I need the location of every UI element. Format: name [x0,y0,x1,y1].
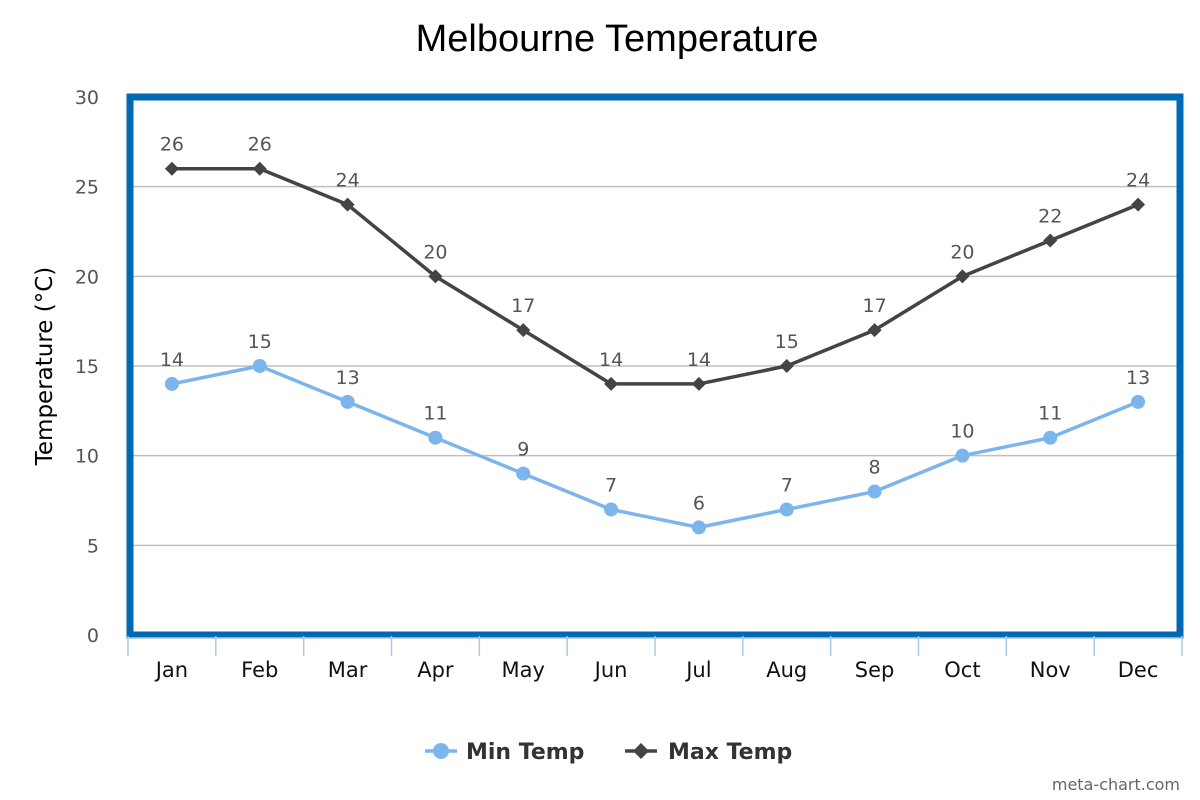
data-label: 24 [1126,170,1150,192]
y-tick-label: 30 [75,87,99,109]
data-label: 20 [423,241,447,263]
data-label: 8 [869,457,881,479]
x-tick-label: Apr [417,658,454,682]
credit-text[interactable]: meta-chart.com [1052,775,1180,794]
y-tick-label: 25 [75,177,99,199]
data-label: 17 [511,295,535,317]
data-point[interactable] [428,430,443,445]
y-axis: 0 5 10 15 20 25 30 [75,87,99,647]
data-label: 13 [335,367,359,389]
series-line [171,166,1139,386]
data-label: 13 [1126,367,1150,389]
data-point[interactable] [164,376,179,391]
data-point[interactable] [604,502,619,517]
y-tick-label: 0 [87,625,99,647]
data-point[interactable] [428,269,443,284]
x-tick-label: Jul [684,658,711,682]
data-point[interactable] [516,466,531,481]
series-max-temp: 26 26 24 20 17 14 14 15 17 20 22 24 [160,134,1150,391]
x-tick-label: Oct [944,658,980,682]
data-point[interactable] [867,484,882,499]
data-label: 14 [687,349,711,371]
x-tick-label: Dec [1118,658,1159,682]
data-label: 14 [160,349,184,371]
x-tick-label: Jun [593,658,628,682]
legend-item-max-temp[interactable]: Max Temp [625,740,792,765]
data-point[interactable] [340,394,355,409]
data-label: 24 [335,170,359,192]
data-point[interactable] [867,323,882,338]
data-point[interactable] [955,269,970,284]
data-point[interactable] [779,359,794,373]
x-tick-label: Mar [328,658,368,682]
series-min-temp: 14 15 13 11 9 7 6 7 8 10 11 13 [160,331,1150,535]
data-point[interactable] [1043,430,1058,445]
y-axis-title: Temperature (°C) [32,267,58,467]
data-label: 6 [693,492,705,514]
legend-marker [433,743,449,759]
data-label: 10 [950,421,974,443]
legend-label: Max Temp [668,740,792,765]
legend[interactable]: Min Temp Max Temp [425,740,792,765]
x-tick-label: Aug [766,658,807,682]
data-point[interactable] [779,502,794,517]
chart-title: Melbourne Temperature [416,18,819,60]
data-point[interactable] [252,161,267,176]
data-point[interactable] [1131,394,1146,409]
plot-border [126,93,1184,639]
data-point[interactable] [516,323,531,338]
x-tick-label: Jan [154,658,188,682]
data-label: 15 [775,331,799,353]
data-label: 20 [950,241,974,263]
data-point[interactable] [1131,197,1146,212]
data-point[interactable] [340,197,355,212]
x-axis: Jan Feb Mar Apr May Jun Jul Aug Sep Oct Nov Dec [127,636,1183,682]
data-point[interactable] [164,161,179,176]
x-tick-label: May [502,658,545,682]
data-label: 11 [1038,403,1062,425]
data-label: 15 [248,331,272,353]
legend-marker [633,743,649,759]
y-tick-label: 15 [75,356,99,378]
data-point[interactable] [691,376,706,391]
data-point[interactable] [604,376,619,391]
data-label: 26 [160,134,184,156]
data-label: 9 [517,439,529,461]
data-label: 26 [248,134,272,156]
y-tick-label: 20 [75,266,99,288]
data-label: 14 [599,349,623,371]
x-tick-label: Sep [855,658,895,682]
x-tick-label: Nov [1030,658,1071,682]
data-label: 11 [423,403,447,425]
series-line [171,364,1139,530]
data-point[interactable] [252,359,267,373]
legend-label: Min Temp [466,740,584,765]
legend-item-min-temp[interactable]: Min Temp [425,740,584,765]
x-tick-label: Feb [241,658,278,682]
data-label: 7 [781,474,793,496]
data-label: 17 [862,295,886,317]
data-label: 7 [605,474,617,496]
gridlines [128,185,1182,547]
data-point[interactable] [1043,233,1058,248]
y-tick-label: 10 [75,446,99,468]
data-label: 22 [1038,205,1062,227]
y-tick-label: 5 [87,535,99,557]
data-point[interactable] [955,448,970,463]
data-point[interactable] [691,520,706,535]
